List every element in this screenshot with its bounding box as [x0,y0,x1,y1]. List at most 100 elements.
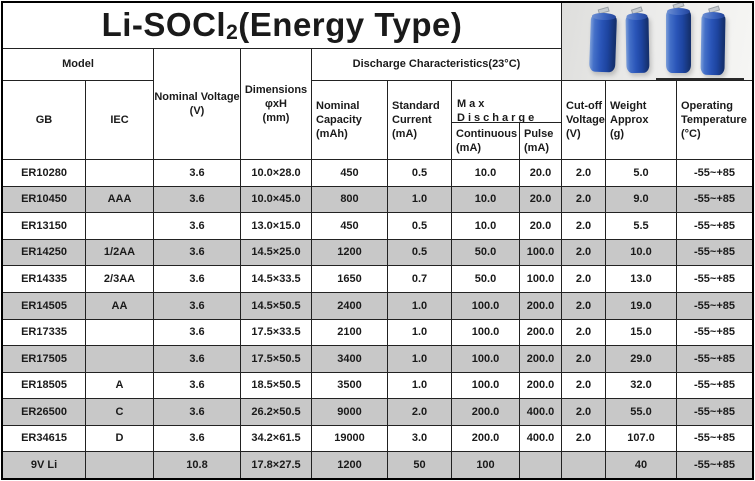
cell-cutoff-voltage: 2.0 [562,160,605,186]
cell-model-iec [86,160,153,186]
cell-pulse-current: 100.0 [520,266,561,292]
cell-continuous-current: 10.0 [452,186,519,213]
cell-nominal-voltage: 3.6 [154,319,240,346]
cell-standard-current: 0.5 [388,213,451,239]
cell-nominal-capacity: 450 [312,160,387,186]
cell-cutoff-voltage: 2.0 [562,319,605,346]
cell-standard-current: 1.0 [388,186,451,213]
cell-model-gb: ER14250 [3,239,85,266]
cell-dimensions: 17.5×33.5 [241,319,311,346]
cell-weight: 19.0 [606,292,676,319]
cell-operating-temperature: -55~+85 [677,425,752,452]
cell-pulse-current: 400.0 [520,425,561,452]
header-cutoff-voltage: Cut-off Voltage (V) [562,81,605,159]
cell-continuous-current: 10.0 [452,213,519,239]
battery-cell-1 [589,6,617,73]
cell-standard-current: 1.0 [388,346,451,372]
cell-dimensions: 18.5×50.5 [241,372,311,399]
cell-continuous-current: 100.0 [452,346,519,372]
cell-nominal-voltage: 3.6 [154,266,240,292]
cell-operating-temperature: -55~+85 [677,346,752,372]
cell-model-iec: 2/3AA [86,266,153,292]
cell-continuous-current: 50.0 [452,239,519,266]
cell-model-gb: ER17505 [3,346,85,372]
cell-dimensions: 10.0×45.0 [241,186,311,213]
battery-cell-3 [666,3,691,73]
header-discharge-characteristics: Discharge Characteristics(23°C) [312,49,561,80]
header-max-discharge-line1: Max Discharge [457,98,538,122]
cell-cutoff-voltage: 2.0 [562,425,605,452]
cell-nominal-capacity: 800 [312,186,387,213]
cell-operating-temperature: -55~+85 [677,292,752,319]
header-nominal-capacity: Nominal Capacity (mAh) [312,81,387,159]
header-nominal-voltage: Nominal Voltage (V) [154,49,240,159]
cell-cutoff-voltage: 2.0 [562,399,605,425]
cell-model-gb: ER13150 [3,213,85,239]
cell-nominal-capacity: 1200 [312,452,387,478]
cell-weight: 9.0 [606,186,676,213]
cell-cutoff-voltage: 2.0 [562,372,605,399]
cell-model-gb: ER14335 [3,266,85,292]
cell-model-iec: 1/2AA [86,239,153,266]
cell-pulse-current: 200.0 [520,372,561,399]
cell-weight: 55.0 [606,399,676,425]
cell-operating-temperature: -55~+85 [677,213,752,239]
title-prefix: Li-SOCl [101,6,227,44]
cell-weight: 32.0 [606,372,676,399]
cell-standard-current: 50 [388,452,451,478]
header-max-discharge-current: Max Discharge Current [452,81,561,122]
cell-weight: 29.0 [606,346,676,372]
cell-model-iec [86,319,153,346]
cell-model-iec [86,213,153,239]
cell-continuous-current: 100 [452,452,519,478]
cell-cutoff-voltage [562,452,605,478]
cell-model-iec: AA [86,292,153,319]
cell-model-iec [86,346,153,372]
cell-operating-temperature: -55~+85 [677,399,752,425]
cell-dimensions: 14.5×33.5 [241,266,311,292]
cell-model-gb: ER14505 [3,292,85,319]
battery-cell-4 [700,5,726,76]
cell-pulse-current: 400.0 [520,399,561,425]
cell-weight: 13.0 [606,266,676,292]
cell-dimensions: 14.5×50.5 [241,292,311,319]
cell-nominal-voltage: 3.6 [154,213,240,239]
cell-model-gb: ER10280 [3,160,85,186]
cell-nominal-voltage: 3.6 [154,186,240,213]
cell-dimensions: 13.0×15.0 [241,213,311,239]
cell-operating-temperature: -55~+85 [677,266,752,292]
header-gb: GB [3,81,85,159]
cell-standard-current: 0.5 [388,239,451,266]
cell-continuous-current: 200.0 [452,425,519,452]
cell-model-gb: ER10450 [3,186,85,213]
cell-weight: 10.0 [606,239,676,266]
cell-cutoff-voltage: 2.0 [562,346,605,372]
cell-dimensions: 26.2×50.5 [241,399,311,425]
header-iec: IEC [86,81,153,159]
cell-cutoff-voltage: 2.0 [562,239,605,266]
cell-dimensions: 14.5×25.0 [241,239,311,266]
battery-photo [562,3,752,80]
cell-operating-temperature: -55~+85 [677,372,752,399]
header-model: Model [3,49,153,80]
header-dimensions: Dimensions φxH (mm) [241,49,311,159]
cell-cutoff-voltage: 2.0 [562,292,605,319]
cell-nominal-voltage: 3.6 [154,292,240,319]
cell-weight: 5.5 [606,213,676,239]
cell-dimensions: 10.0×28.0 [241,160,311,186]
cell-nominal-voltage: 3.6 [154,239,240,266]
cell-operating-temperature: -55~+85 [677,319,752,346]
title-subscript: 2 [226,20,239,44]
cell-operating-temperature: -55~+85 [677,160,752,186]
cell-model-gb: ER34615 [3,425,85,452]
cell-model-iec: AAA [86,186,153,213]
cell-nominal-capacity: 2100 [312,319,387,346]
cell-model-iec: C [86,399,153,425]
cell-nominal-voltage: 3.6 [154,399,240,425]
cell-dimensions: 17.8×27.5 [241,452,311,478]
cell-pulse-current [520,452,561,478]
cell-pulse-current: 100.0 [520,239,561,266]
cell-continuous-current: 50.0 [452,266,519,292]
cell-pulse-current: 20.0 [520,160,561,186]
